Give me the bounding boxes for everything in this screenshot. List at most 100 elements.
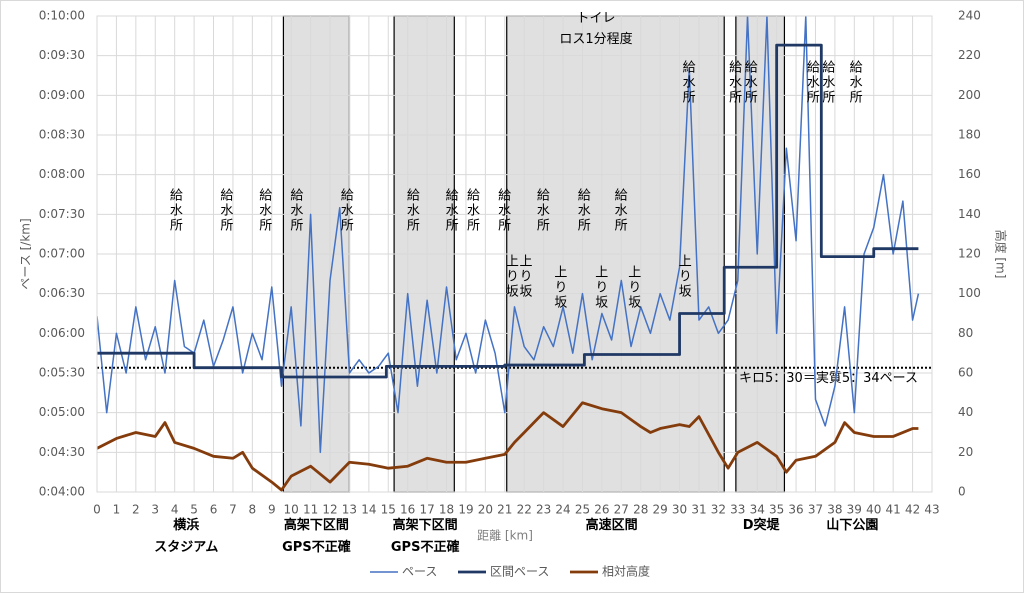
region-label: スタジアム bbox=[154, 540, 219, 555]
annotation: 給水所 bbox=[611, 187, 627, 233]
x-tick-label: 41 bbox=[886, 503, 901, 517]
x-tick-label: 38 bbox=[827, 503, 842, 517]
annotation: 給水所 bbox=[403, 187, 419, 233]
annotation: 給水所 bbox=[166, 187, 182, 233]
annotation: 給水所 bbox=[726, 59, 742, 105]
y2-tick-label: 100 bbox=[958, 286, 981, 300]
x-tick-label: 3 bbox=[151, 503, 159, 517]
annotation: 上り坂 bbox=[551, 264, 567, 310]
y-tick-label: 0:09:30 bbox=[39, 48, 85, 62]
y2-tick-label: 0 bbox=[958, 485, 966, 499]
x-tick-label: 37 bbox=[808, 503, 823, 517]
legend-label: 区間ペース bbox=[490, 565, 549, 579]
x-axis-label: 距離 [km] bbox=[477, 529, 533, 543]
annotation: 給水所 bbox=[819, 59, 835, 105]
x-tick-label: 33 bbox=[730, 503, 745, 517]
region-label: 高架下区間 bbox=[392, 518, 458, 533]
x-tick-label: 39 bbox=[847, 503, 862, 517]
annotation: 給水所 bbox=[287, 187, 303, 233]
y-tick-label: 0:06:00 bbox=[39, 326, 85, 340]
y2-tick-label: 60 bbox=[958, 366, 973, 380]
annotation: 給水所 bbox=[679, 59, 695, 105]
y-tick-label: 0:05:30 bbox=[39, 366, 85, 380]
x-tick-label: 21 bbox=[497, 503, 512, 517]
y2-tick-label: 120 bbox=[958, 247, 981, 261]
x-tick-label: 0 bbox=[93, 503, 101, 517]
x-tick-label: 12 bbox=[322, 503, 337, 517]
annotation: 給水所 bbox=[442, 187, 458, 233]
y-tick-label: 0:06:30 bbox=[39, 286, 85, 300]
annotation: 給水所 bbox=[217, 187, 233, 233]
x-tick-label: 6 bbox=[210, 503, 218, 517]
region-label: 高速区間 bbox=[585, 518, 638, 533]
x-tick-label: 4 bbox=[171, 503, 179, 517]
annotation: 給水所 bbox=[337, 187, 353, 233]
x-tick-label: 31 bbox=[691, 503, 706, 517]
legend-label: ペース bbox=[402, 565, 437, 579]
x-tick-label: 42 bbox=[905, 503, 920, 517]
x-tick-label: 34 bbox=[750, 503, 765, 517]
y2-tick-label: 180 bbox=[958, 128, 981, 142]
y2-axis-label: 高度 [m] bbox=[994, 230, 1009, 279]
x-tick-label: 35 bbox=[769, 503, 784, 517]
reference-label: キロ5：30＝実質5：34ペース bbox=[739, 370, 918, 386]
x-tick-label: 43 bbox=[924, 503, 939, 517]
x-tick-label: 27 bbox=[614, 503, 629, 517]
annotation: 上り坂 bbox=[625, 264, 641, 310]
x-tick-label: 14 bbox=[361, 503, 376, 517]
x-tick-label: 36 bbox=[788, 503, 803, 517]
annotation: ロス1分程度 bbox=[559, 32, 633, 48]
annotation: 給水所 bbox=[741, 59, 757, 105]
annotation: 給水所 bbox=[256, 187, 272, 233]
y-tick-label: 0:09:00 bbox=[39, 88, 85, 102]
annotation: 上り坂 bbox=[675, 254, 691, 299]
x-tick-label: 13 bbox=[342, 503, 357, 517]
region-label: 山下公園 bbox=[826, 518, 879, 533]
y2-tick-label: 140 bbox=[958, 207, 981, 221]
annotation: 給水所 bbox=[803, 59, 819, 105]
annotation: 上り坂 bbox=[502, 254, 518, 299]
x-tick-label: 29 bbox=[652, 503, 667, 517]
y2-tick-label: 200 bbox=[958, 88, 981, 102]
x-tick-label: 5 bbox=[190, 503, 198, 517]
region-label: D突堤 bbox=[742, 518, 780, 533]
x-tick-label: 20 bbox=[478, 503, 493, 517]
region-label: 横浜 bbox=[173, 518, 200, 533]
x-tick-label: 7 bbox=[229, 503, 237, 517]
x-tick-label: 40 bbox=[866, 503, 881, 517]
y2-tick-label: 160 bbox=[958, 167, 981, 181]
annotation: 給水所 bbox=[846, 59, 862, 105]
x-tick-label: 9 bbox=[268, 503, 276, 517]
annotation: 給水所 bbox=[495, 187, 511, 233]
y-tick-label: 0:08:00 bbox=[39, 167, 85, 181]
y-tick-label: 0:04:30 bbox=[39, 445, 85, 459]
x-tick-label: 8 bbox=[249, 503, 257, 517]
annotation: 給水所 bbox=[574, 187, 590, 233]
series-line bbox=[97, 401, 919, 492]
region-label: GPS不正確 bbox=[390, 540, 460, 555]
y-tick-label: 0:04:00 bbox=[39, 485, 85, 499]
y-tick-label: 0:10:00 bbox=[39, 9, 85, 23]
x-tick-label: 11 bbox=[303, 503, 318, 517]
annotation: 上り坂 bbox=[516, 254, 532, 299]
x-tick-label: 26 bbox=[594, 503, 609, 517]
series-line bbox=[97, 43, 919, 379]
y-tick-label: 0:05:00 bbox=[39, 405, 85, 419]
x-tick-label: 15 bbox=[381, 503, 396, 517]
y-tick-label: 0:07:00 bbox=[39, 247, 85, 261]
region-label: GPS不正確 bbox=[282, 540, 351, 555]
x-tick-label: 32 bbox=[711, 503, 726, 517]
legend-label: 相対高度 bbox=[602, 564, 650, 579]
x-tick-label: 18 bbox=[439, 503, 454, 517]
annotation: トイレ bbox=[576, 10, 616, 26]
x-tick-label: 2 bbox=[132, 503, 140, 517]
x-tick-label: 25 bbox=[575, 503, 590, 517]
y2-tick-label: 20 bbox=[958, 445, 973, 459]
x-tick-label: 28 bbox=[633, 503, 648, 517]
plot-frame bbox=[96, 15, 933, 493]
annotation: 給水所 bbox=[533, 187, 549, 233]
y2-tick-label: 220 bbox=[958, 48, 981, 62]
x-tick-label: 19 bbox=[458, 503, 473, 517]
